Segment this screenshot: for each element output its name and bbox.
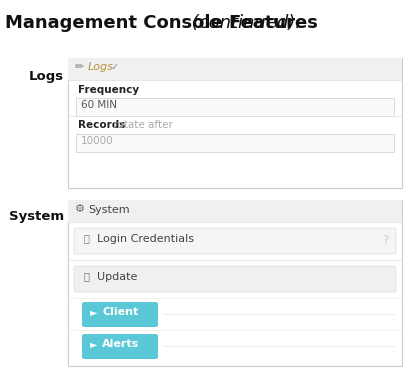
Text: (continued):: (continued):	[186, 14, 301, 32]
FancyBboxPatch shape	[82, 334, 158, 359]
FancyBboxPatch shape	[68, 200, 402, 366]
Text: Client: Client	[102, 307, 138, 317]
Text: Logs: Logs	[88, 62, 114, 72]
Text: ?: ?	[382, 234, 388, 247]
Text: Frequency: Frequency	[78, 85, 139, 95]
Text: ⛏: ⛏	[84, 271, 90, 281]
Text: System: System	[9, 210, 64, 223]
FancyBboxPatch shape	[68, 200, 402, 222]
FancyBboxPatch shape	[82, 302, 158, 327]
FancyBboxPatch shape	[76, 98, 394, 116]
Text: Management Console Features: Management Console Features	[5, 14, 318, 32]
Text: Management Console Features (continued):: Management Console Features (continued):	[5, 14, 399, 32]
Text: 🔒: 🔒	[84, 233, 90, 243]
Text: System: System	[88, 205, 129, 215]
Text: 60 MIN: 60 MIN	[81, 100, 117, 110]
Text: ►: ►	[90, 307, 97, 317]
Text: Update: Update	[97, 272, 137, 282]
Text: ✓: ✓	[111, 62, 119, 72]
FancyBboxPatch shape	[76, 134, 394, 152]
FancyBboxPatch shape	[74, 228, 396, 254]
Text: 10000: 10000	[81, 136, 113, 146]
Text: ⚙: ⚙	[75, 204, 85, 214]
Text: Alerts: Alerts	[102, 339, 139, 349]
FancyBboxPatch shape	[68, 58, 402, 188]
Text: Login Credentials: Login Credentials	[97, 234, 194, 244]
Text: Logs: Logs	[29, 70, 64, 83]
Text: ►: ►	[90, 339, 97, 349]
Text: rotate after: rotate after	[110, 120, 173, 130]
Text: ✏: ✏	[75, 62, 84, 72]
Text: Records: Records	[78, 120, 125, 130]
FancyBboxPatch shape	[74, 266, 396, 292]
FancyBboxPatch shape	[68, 58, 402, 80]
